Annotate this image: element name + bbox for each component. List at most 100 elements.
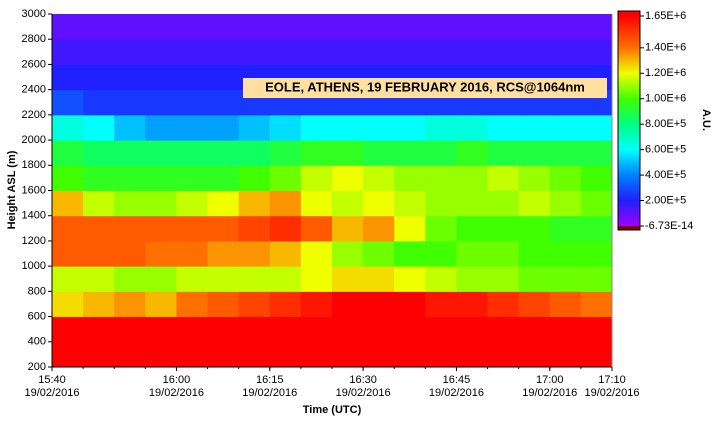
heatmap-cell [332,114,364,141]
heatmap-cell [83,14,115,40]
heatmap-cell [363,291,395,318]
heatmap-cell [425,341,457,368]
heatmap-cell [238,266,271,292]
heatmap-cell [52,14,84,40]
heatmap-cell [518,240,551,267]
heatmap-cell [363,190,395,217]
heatmap-cell [549,114,582,141]
heatmap-cell [207,140,240,166]
heatmap-cell [207,215,240,242]
heatmap-cell [394,240,426,267]
heatmap-cell [269,291,302,318]
heatmap-cell [83,64,115,91]
heatmap-cell [114,39,146,65]
heatmap-cell [394,266,426,292]
heatmap-cell [83,39,115,65]
heatmap-cell [425,215,457,242]
y-tick-label: 2200 [22,109,46,121]
heatmap-cell [300,14,333,40]
y-tick-label: 1200 [22,235,46,247]
heatmap-cell [114,165,146,191]
heatmap-cell [269,215,302,242]
colorbar-top [618,11,640,16]
heatmap-cell [487,266,520,292]
heatmap-cell [518,14,551,40]
heatmap-cell [425,316,457,343]
heatmap-cell [518,266,551,292]
heatmap-cell [238,341,271,368]
heatmap-cell [52,140,84,166]
heatmap-cell [425,266,457,292]
heatmap-cell [269,39,302,65]
heatmap-cell [580,291,613,318]
y-tick-label: 1600 [22,184,46,196]
heatmap-cell [549,291,582,318]
heatmap-cell [425,14,457,40]
heatmap-cell [207,316,240,343]
heatmap-cell [114,190,146,217]
heatmap-cell [83,140,115,166]
heatmap-cell [269,266,302,292]
heatmap-cell [300,39,333,65]
heatmap-cell [456,190,489,217]
heatmap-cell [83,291,115,318]
heatmap-cell [207,114,240,141]
heatmap-cell [238,114,271,141]
colorbar-tick-label: 6.00E+5 [645,144,686,156]
heatmap-cell [487,140,520,166]
y-tick-label: 2400 [22,84,46,96]
heatmap-cell [456,341,489,368]
heatmap-cell [332,240,364,267]
heatmap-cell [456,266,489,292]
heatmap-cell [83,190,115,217]
heatmap-cell [238,291,271,318]
heatmap-cell [332,39,364,65]
heatmap-cell [549,190,582,217]
heatmap-cell [176,291,209,318]
heatmap-cell [332,291,364,318]
heatmap-cell [145,140,177,166]
heatmap-cell [456,140,489,166]
y-tick-label: 2800 [22,33,46,45]
heatmap-cell [363,341,395,368]
heatmap-cell [114,316,146,343]
x-tick-date: 19/02/2016 [429,387,484,399]
heatmap-cell [269,14,302,40]
heatmap-cell [300,165,333,191]
heatmap-cell [207,190,240,217]
y-tick-label: 3000 [22,8,46,20]
x-tick-date: 19/02/2016 [522,387,577,399]
heatmap-cell [114,114,146,141]
x-tick-label: 15:40 [38,374,66,386]
heatmap-cell [114,14,146,40]
heatmap-cell [238,240,271,267]
heatmap-cell [300,240,333,267]
heatmap-cell [549,266,582,292]
heatmap-cell [394,215,426,242]
heatmap-cell [487,190,520,217]
x-tick-date: 19/02/2016 [584,387,639,399]
heatmap-cell [114,140,146,166]
heatmap-cell [332,14,364,40]
heatmap-cell [207,14,240,40]
heatmap-cell [518,190,551,217]
heatmap-cell [425,114,457,141]
heatmap-cell [300,215,333,242]
heatmap-cell [52,190,84,217]
heatmap-cell [580,39,613,65]
y-tick-label: 800 [28,285,46,297]
heatmap-cell [207,39,240,65]
heatmap-cell [580,114,613,141]
x-tick-date: 19/02/2016 [149,387,204,399]
heatmap-cell [176,39,209,65]
annotation: EOLE, ATHENS, 19 FEBRUARY 2016, RCS@1064… [265,79,585,94]
heatmap-cell [425,190,457,217]
heatmap-cell [456,165,489,191]
heatmap-cell [487,316,520,343]
heatmap-cell [176,215,209,242]
heatmap-cell [145,89,177,116]
heatmap-cell [425,291,457,318]
colorbar-tick-label: 1.65E+6 [645,10,686,22]
heatmap-cell [394,140,426,166]
heatmap-cell [145,316,177,343]
